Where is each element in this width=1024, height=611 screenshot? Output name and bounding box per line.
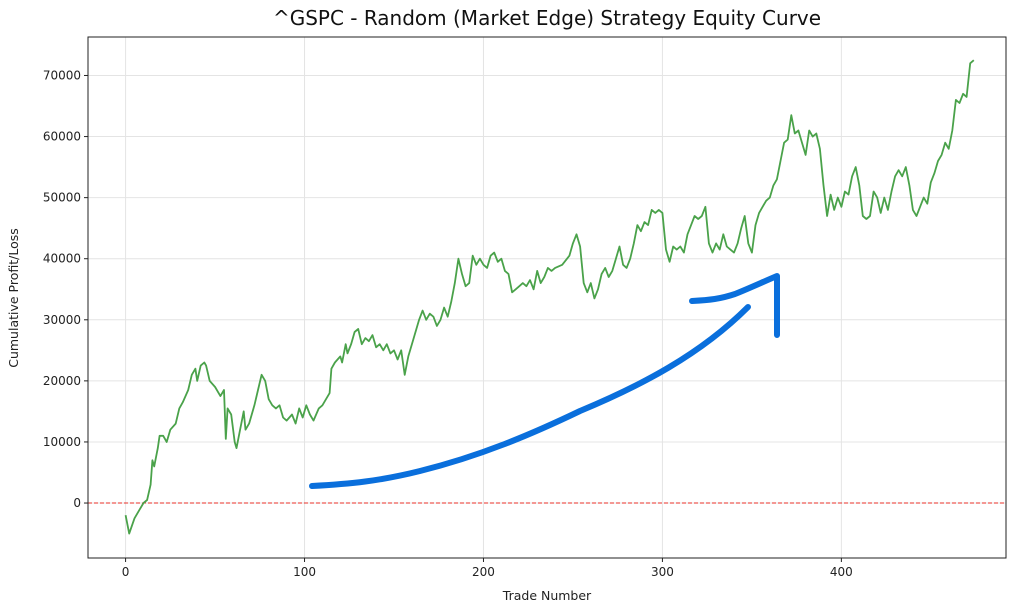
y-tick-label: 40000 (43, 252, 81, 266)
y-axis-label: Cumulative Profit/Loss (6, 228, 21, 368)
equity-line (124, 59, 975, 535)
x-tick-label: 200 (472, 565, 495, 579)
arrow-shaft (309, 304, 751, 489)
x-tick-label: 400 (830, 565, 853, 579)
y-tick-label: 10000 (43, 435, 81, 449)
y-tick-label: 20000 (43, 374, 81, 388)
y-tick-label: 0 (73, 496, 81, 510)
y-tick-label: 70000 (43, 68, 81, 82)
x-tick-label: 0 (122, 565, 130, 579)
chart-title: ^GSPC - Random (Market Edge) Strategy Eq… (273, 6, 821, 30)
x-tick-label: 300 (651, 565, 674, 579)
y-tick-label: 30000 (43, 313, 81, 327)
grid-lines (88, 37, 1006, 558)
y-tick-label: 60000 (43, 130, 81, 144)
arrow-head (689, 273, 780, 338)
hand-drawn-arrow-annotation (309, 273, 780, 489)
x-tick-label: 100 (293, 565, 316, 579)
x-axis-label: Trade Number (502, 588, 592, 603)
plot-frame (87, 36, 1007, 559)
y-tick-label: 50000 (43, 191, 81, 205)
